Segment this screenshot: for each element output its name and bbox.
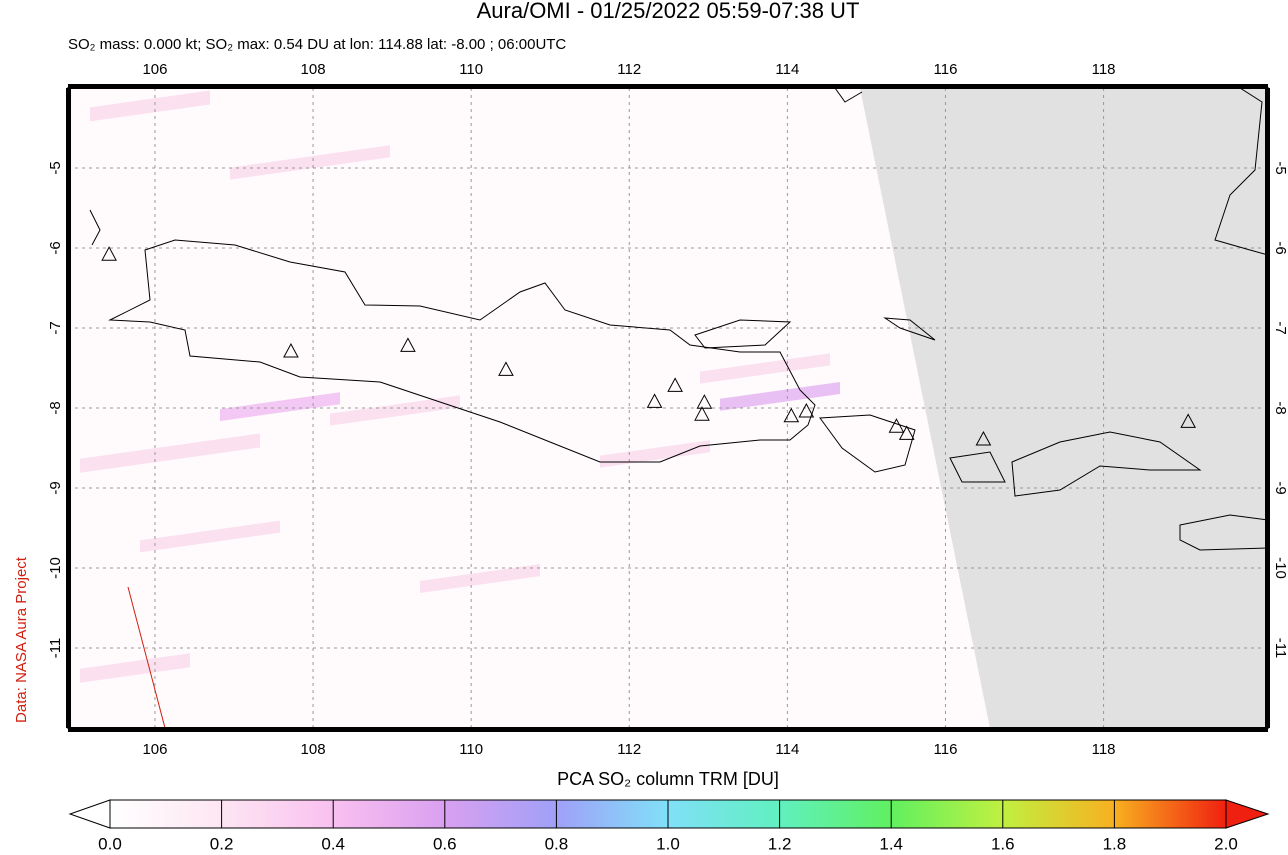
y-tick-label: -7 <box>47 321 64 334</box>
volcanoes <box>101 246 1196 446</box>
volcano-marker <box>646 393 663 408</box>
map-area <box>68 88 1268 728</box>
y-tick-label: -5 <box>1272 161 1288 174</box>
x-tick-label: 112 <box>617 61 641 78</box>
frame-bar-top <box>68 84 1268 89</box>
y-tick-label: -11 <box>1272 638 1288 659</box>
volcano-marker <box>694 406 710 421</box>
so2-retrieval-pixels <box>80 90 840 683</box>
volcano-marker <box>400 337 416 352</box>
frame-bar-right <box>1265 88 1270 728</box>
volcano-marker <box>667 377 683 392</box>
volcano-marker <box>283 342 299 358</box>
grid <box>68 88 1268 728</box>
x-tick-label: 114 <box>775 741 799 758</box>
orbit-edge <box>127 586 166 728</box>
y-tick-label: -10 <box>1272 557 1288 579</box>
frame-bar-left <box>66 88 71 728</box>
frame-bar-bottom <box>68 727 1268 732</box>
volcano-marker <box>888 418 905 433</box>
x-tick-label: 106 <box>142 741 167 758</box>
volcano-marker <box>975 430 992 446</box>
x-tick-label: 110 <box>459 741 483 758</box>
x-tick-label: 118 <box>1092 61 1116 78</box>
x-tick-label: 112 <box>617 741 641 758</box>
subtitle: SO₂ mass: 0.000 kt; SO₂ max: 0.54 DU at … <box>68 36 566 53</box>
y-tick-label: -8 <box>47 401 64 414</box>
y-tick-label: -6 <box>47 241 64 254</box>
y-tick-label: -11 <box>47 638 64 659</box>
x-tick-label: 110 <box>459 61 483 78</box>
colorbar-tick-label: 0.4 <box>321 834 345 853</box>
volcano-marker <box>101 246 117 261</box>
x-tick-label: 108 <box>301 741 326 758</box>
credit: Data: NASA Aura Project <box>13 556 30 723</box>
volcano-marker <box>898 425 915 440</box>
y-tick-label: -7 <box>1272 321 1288 334</box>
volcano-marker <box>498 361 514 376</box>
colorbar-tick-label: 0.8 <box>545 834 569 853</box>
colorbar-tick-label: 0.2 <box>210 834 234 853</box>
x-tick-label: 118 <box>1092 741 1116 758</box>
volcano-marker <box>1180 413 1196 428</box>
colorbar-arrow-high <box>1225 799 1270 829</box>
y-tick-label: -5 <box>47 161 64 174</box>
colorbar-tick-label: 1.0 <box>656 834 680 853</box>
x-tick-label: 114 <box>775 61 799 78</box>
coastlines <box>89 88 1268 551</box>
y-tick-label: -6 <box>1272 241 1288 254</box>
chart-title: Aura/OMI - 01/25/2022 05:59-07:38 UT <box>477 0 860 23</box>
colorbar-tick-label: 1.4 <box>879 834 903 853</box>
colorbar-tick-label: 2.0 <box>1214 834 1238 853</box>
y-tick-label: -8 <box>1272 401 1288 414</box>
y-tick-label: -9 <box>1272 481 1288 494</box>
x-tick-label: 116 <box>934 61 958 78</box>
colorbar-tick-label: 1.8 <box>1103 834 1127 853</box>
volcano-marker <box>696 394 713 409</box>
volcano-marker <box>798 402 815 418</box>
x-tick-label: 116 <box>934 741 958 758</box>
colorbar-label: PCA SO₂ column TRM [DU] <box>557 769 779 789</box>
y-tick-label: -10 <box>47 557 64 579</box>
colorbar-arrow-low <box>68 799 111 829</box>
colorbar-tick-label: 1.6 <box>991 834 1015 853</box>
y-tick-label: -9 <box>47 481 64 494</box>
colorbar-tick-label: 0.6 <box>433 834 457 853</box>
x-tick-label: 108 <box>301 61 326 78</box>
colorbar-tick-label: 1.2 <box>768 834 792 853</box>
colorbar-tick-label: 0.0 <box>98 834 122 853</box>
volcano-marker <box>783 407 800 423</box>
x-tick-label: 106 <box>142 61 167 78</box>
